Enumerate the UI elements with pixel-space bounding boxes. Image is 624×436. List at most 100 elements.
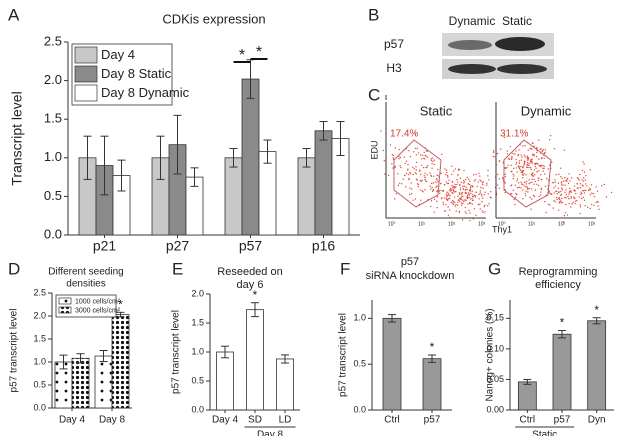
flow-event <box>436 206 438 209</box>
flow-event <box>562 184 564 186</box>
flow-event <box>469 202 472 204</box>
flow-event <box>507 157 510 160</box>
flow-event <box>523 173 525 175</box>
flow-event <box>508 158 511 160</box>
y-axis-label: Transcript level <box>9 91 25 185</box>
flow-event <box>574 202 577 205</box>
y-tick-label: 0.05 <box>486 374 504 384</box>
flow-event <box>484 204 486 207</box>
flow-event <box>529 159 532 161</box>
flow-event <box>506 153 509 155</box>
flow-event <box>459 197 462 200</box>
flow-event <box>394 147 397 149</box>
flow-event <box>457 168 460 170</box>
flow-event <box>424 178 426 180</box>
flow-event <box>527 191 529 193</box>
flow-event <box>568 173 570 175</box>
blot-band <box>495 37 545 51</box>
flow-event <box>518 165 520 167</box>
flow-event <box>522 145 524 147</box>
flow-event <box>467 182 469 185</box>
flow-event <box>466 194 469 196</box>
flow-event <box>511 184 513 186</box>
flow-event <box>583 163 585 165</box>
flow-event <box>585 174 587 177</box>
chart-title: day 6 <box>237 279 264 291</box>
flow-event <box>424 180 427 182</box>
flow-event <box>521 171 524 173</box>
annotation: * <box>253 288 258 302</box>
flow-event <box>517 153 520 156</box>
flow-event <box>452 192 454 195</box>
x-tick-label: Ctrl <box>384 415 400 426</box>
flow-event <box>447 199 449 201</box>
flow-event <box>404 174 406 177</box>
y-tick-label: 0.15 <box>486 313 504 323</box>
flow-event <box>456 183 458 186</box>
flow-event <box>543 167 545 170</box>
flow-event <box>598 208 600 211</box>
flow-event <box>536 151 538 154</box>
flow-event <box>463 181 466 183</box>
flow-event <box>487 204 489 207</box>
flow-event <box>466 196 468 199</box>
flow-event <box>494 156 496 158</box>
flow-event <box>415 161 418 164</box>
flow-event <box>433 163 435 166</box>
x-tick-label: SD <box>248 415 262 426</box>
flow-event <box>511 155 513 158</box>
flow-event <box>515 163 517 165</box>
flow-event <box>539 173 542 176</box>
flow-event <box>539 165 541 167</box>
flow-event <box>549 134 552 137</box>
flow-event <box>409 187 411 189</box>
flow-event <box>462 202 464 205</box>
flow-event <box>533 178 535 181</box>
flow-event <box>521 174 524 176</box>
flow-event <box>528 187 530 190</box>
flow-event <box>535 167 537 169</box>
flow-event <box>518 162 520 165</box>
flow-event <box>554 179 556 181</box>
flow-event <box>469 180 471 182</box>
flow-event <box>407 169 409 171</box>
y-tick-label: 0.00 <box>486 404 504 414</box>
flow-event <box>460 202 463 204</box>
flow-event <box>447 192 449 194</box>
flow-event <box>471 197 473 200</box>
flow-event <box>570 197 572 199</box>
flow-event <box>538 170 540 172</box>
flow-event <box>441 197 443 200</box>
flow-event <box>559 167 562 169</box>
flow-event <box>464 178 467 181</box>
flow-event <box>526 180 528 183</box>
flow-event <box>515 150 517 152</box>
flow-event <box>590 184 593 186</box>
flow-event <box>524 185 526 188</box>
flow-event <box>468 183 471 186</box>
flow-event <box>498 187 501 189</box>
flow-event <box>437 168 439 171</box>
flow-event <box>583 192 586 194</box>
flow-event <box>423 151 425 154</box>
flow-event <box>458 193 461 195</box>
flow-event <box>516 187 518 189</box>
flow-event <box>550 193 552 195</box>
flow-event <box>414 147 417 150</box>
flow-event <box>542 170 544 172</box>
bar <box>241 78 260 236</box>
flow-event <box>414 198 417 200</box>
flow-event <box>398 157 400 160</box>
flow-event <box>468 209 470 212</box>
flow-event <box>451 184 453 187</box>
y-tick-label: 0.5 <box>33 379 46 389</box>
flow-event <box>560 176 562 178</box>
flow-event <box>408 150 410 152</box>
flow-event <box>519 169 522 171</box>
flow-event <box>579 204 581 206</box>
flow-event <box>410 188 413 190</box>
flow-event <box>595 186 597 188</box>
flow-event <box>528 162 530 165</box>
flow-event <box>480 180 482 182</box>
flow-event <box>610 191 613 194</box>
